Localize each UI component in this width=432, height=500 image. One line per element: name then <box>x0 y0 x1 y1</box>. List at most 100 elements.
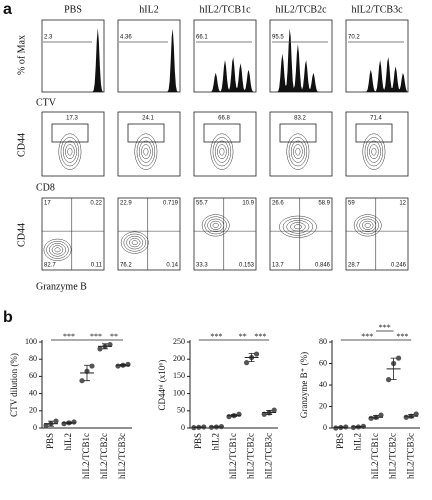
contour <box>126 235 144 250</box>
axis-label: % of Max <box>16 35 27 75</box>
y-tick-label: 0 <box>181 423 185 432</box>
quadrant-value: 82.7 <box>44 263 56 269</box>
contour <box>62 140 77 163</box>
gate <box>355 123 393 143</box>
y-tick-label: 80 <box>29 354 37 363</box>
column-header: hIL2/TCB3c <box>351 4 403 15</box>
contour <box>214 140 229 163</box>
significance-label: *** <box>379 323 391 332</box>
contour <box>46 240 69 259</box>
y-tick-label: 20 <box>29 406 37 415</box>
data-point <box>378 412 384 418</box>
contour <box>210 133 234 170</box>
contour <box>209 220 222 230</box>
plot-frame <box>41 197 105 271</box>
quadrant-value: 22.9 <box>120 201 132 207</box>
gate-value: 83.2 <box>294 116 306 122</box>
quadrant-value: 33.3 <box>196 263 208 269</box>
histogram <box>42 28 104 92</box>
error-bar <box>355 425 362 428</box>
error-bar <box>102 343 108 350</box>
x-tick-label: hIL2/TCB2c <box>99 433 109 479</box>
plot-frame <box>193 197 257 271</box>
contour <box>143 147 149 156</box>
data-point <box>343 424 349 430</box>
contour <box>212 137 232 167</box>
gate <box>279 123 317 143</box>
data-point <box>115 363 121 369</box>
y-axis-label: Granzyme B⁺ (%) <box>299 352 309 418</box>
data-point <box>53 418 59 424</box>
quadrant-value: 12 <box>399 201 406 207</box>
y-tick-label: 100 <box>173 388 185 397</box>
significance-label: *** <box>63 332 75 341</box>
data-point <box>396 355 402 361</box>
error-bar <box>120 363 126 367</box>
gate-value: 17.3 <box>66 116 78 122</box>
x-tick-label: PBS <box>45 433 55 449</box>
data-point <box>350 424 356 431</box>
contour <box>138 140 153 163</box>
quadrant-value: 10.9 <box>242 201 254 207</box>
quadrant-value: 13.7 <box>272 263 284 269</box>
column-header: hIL2/TCB2c <box>275 4 327 15</box>
contour <box>364 137 384 167</box>
contour <box>361 220 374 230</box>
error-bar <box>337 426 344 429</box>
significance-label: *** <box>90 332 102 341</box>
quadrant-value: 17 <box>44 201 51 207</box>
y-tick-label: 200 <box>173 354 185 363</box>
y-tick-label: 0 <box>33 423 37 432</box>
y-tick-label: 80 <box>319 337 327 346</box>
contour <box>290 140 305 163</box>
plot-frame <box>345 19 409 93</box>
error-bar <box>195 426 202 429</box>
contour <box>51 245 64 255</box>
quadrant-value: 0.246 <box>391 263 407 269</box>
contour <box>293 144 303 160</box>
x-tick-label: hIL2/TCB1c <box>228 433 238 479</box>
error-bar <box>213 426 220 428</box>
contour <box>362 133 386 170</box>
significance-label: *** <box>210 332 222 341</box>
y-tick-label: 40 <box>29 388 37 397</box>
contour <box>295 147 301 156</box>
significance-label: ** <box>110 332 118 341</box>
gate-value: 66.8 <box>218 116 230 122</box>
gate-value: 95.5 <box>272 35 284 41</box>
y-tick-label: 60 <box>319 358 327 367</box>
gate-value: 71.4 <box>370 116 382 122</box>
x-tick-label: hIL2/TCB2c <box>388 433 398 479</box>
axis-label: CTV <box>36 97 57 108</box>
quadrant-value: 76.2 <box>120 263 132 269</box>
plot-frame <box>269 197 333 271</box>
x-tick-label: PBS <box>335 433 345 449</box>
y-tick-label: 150 <box>173 371 185 380</box>
data-point <box>71 419 77 425</box>
plot-frame <box>345 111 409 177</box>
contour <box>54 247 61 253</box>
contour <box>219 147 225 156</box>
x-tick-label: hIL2 <box>210 433 220 451</box>
quadrant-value: 55.7 <box>196 201 208 207</box>
data-point <box>413 411 419 417</box>
contour <box>204 216 227 235</box>
histogram <box>270 28 332 92</box>
gate <box>203 123 241 143</box>
data-point <box>226 414 232 420</box>
contour <box>286 133 310 170</box>
error-bar <box>266 410 273 415</box>
error-bar <box>373 415 379 420</box>
contour <box>290 222 306 232</box>
error-bar <box>248 352 255 363</box>
contour <box>58 133 82 170</box>
contour <box>282 217 314 236</box>
x-tick-label: hIL2 <box>352 433 362 451</box>
histogram <box>346 57 408 92</box>
contour <box>201 214 230 237</box>
quadrant-value: 28.7 <box>348 263 360 269</box>
error-bar <box>84 364 90 382</box>
plot-frame <box>41 19 105 93</box>
x-tick-label: hIL2/TCB3c <box>117 433 127 479</box>
data-point <box>89 363 95 369</box>
